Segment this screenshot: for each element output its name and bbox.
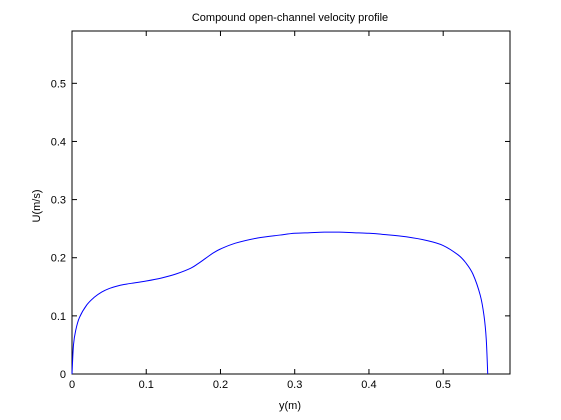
velocity-profile-line	[71, 231, 489, 375]
axis-ticks: 0 0.1 0.2 0.3 0.4 0.5 0 0.1 0.2 0.3 0.4 0.5	[51, 31, 510, 391]
chart-title: Compound open-channel velocity profile	[192, 12, 388, 24]
y-tick-label: 0.4	[51, 136, 66, 148]
y-tick-label: 0.2	[51, 253, 66, 265]
x-tick-label: 0.2	[213, 379, 228, 391]
x-tick-label: 0.1	[139, 379, 154, 391]
plot-area-frame	[71, 30, 511, 375]
x-axis-label: y(m)	[279, 400, 301, 412]
x-tick-label: 0.4	[361, 379, 376, 391]
y-tick-label: 0	[60, 369, 66, 381]
x-tick-label: 0.3	[287, 379, 302, 391]
x-tick-label: 0	[69, 379, 75, 391]
y-tick-label: 0.1	[51, 311, 66, 323]
x-tick-label: 0.5	[436, 379, 451, 391]
y-tick-label: 0.5	[51, 78, 66, 90]
y-axis-label: U(m/s)	[31, 190, 43, 223]
y-tick-label: 0.3	[51, 195, 66, 207]
data-series	[71, 231, 489, 375]
